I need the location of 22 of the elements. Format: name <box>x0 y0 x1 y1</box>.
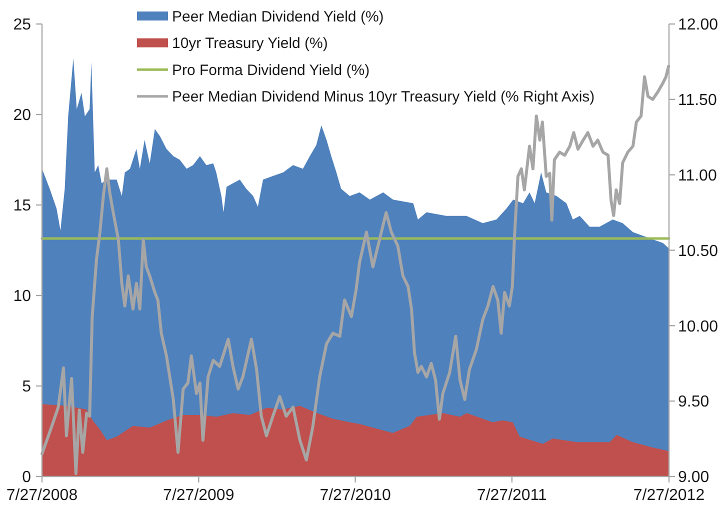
y-tick-label: 15 <box>13 198 32 215</box>
x-tick-label: 7/27/2008 <box>6 487 78 504</box>
y2-tick-label: 10.50 <box>678 242 718 260</box>
y2-tick-label: 11.50 <box>678 92 717 110</box>
y-tick-label: 20 <box>13 107 32 124</box>
legend-label: 10yr Treasury Yield (%) <box>172 35 328 52</box>
x-tick-label: 7/27/2010 <box>320 487 391 504</box>
y-tick-label: 0 <box>22 469 32 486</box>
x-tick-label: 7/27/2012 <box>633 487 705 504</box>
y2-tick-label: 12.00 <box>678 16 718 34</box>
legend-label: Peer Median Dividend Minus 10yr Treasury Yield (% Right Axis) <box>172 88 595 106</box>
y2-tick-label: 9.00 <box>678 469 710 486</box>
legend-label: Pro Forma Dividend Yield (%) <box>172 62 370 79</box>
x-tick-label: 7/27/2009 <box>163 487 234 504</box>
x-tick-label: 7/27/2011 <box>476 487 548 504</box>
y-tick-label: 25 <box>13 16 32 34</box>
y-tick-label: 5 <box>22 378 32 396</box>
y2-tick-label: 9.50 <box>678 394 710 411</box>
y2-tick-label: 11.00 <box>678 167 717 184</box>
y-tick-label: 10 <box>13 288 32 306</box>
legend-label: Peer Median Dividend Yield (%) <box>172 8 384 26</box>
y2-tick-label: 10.00 <box>678 318 718 336</box>
